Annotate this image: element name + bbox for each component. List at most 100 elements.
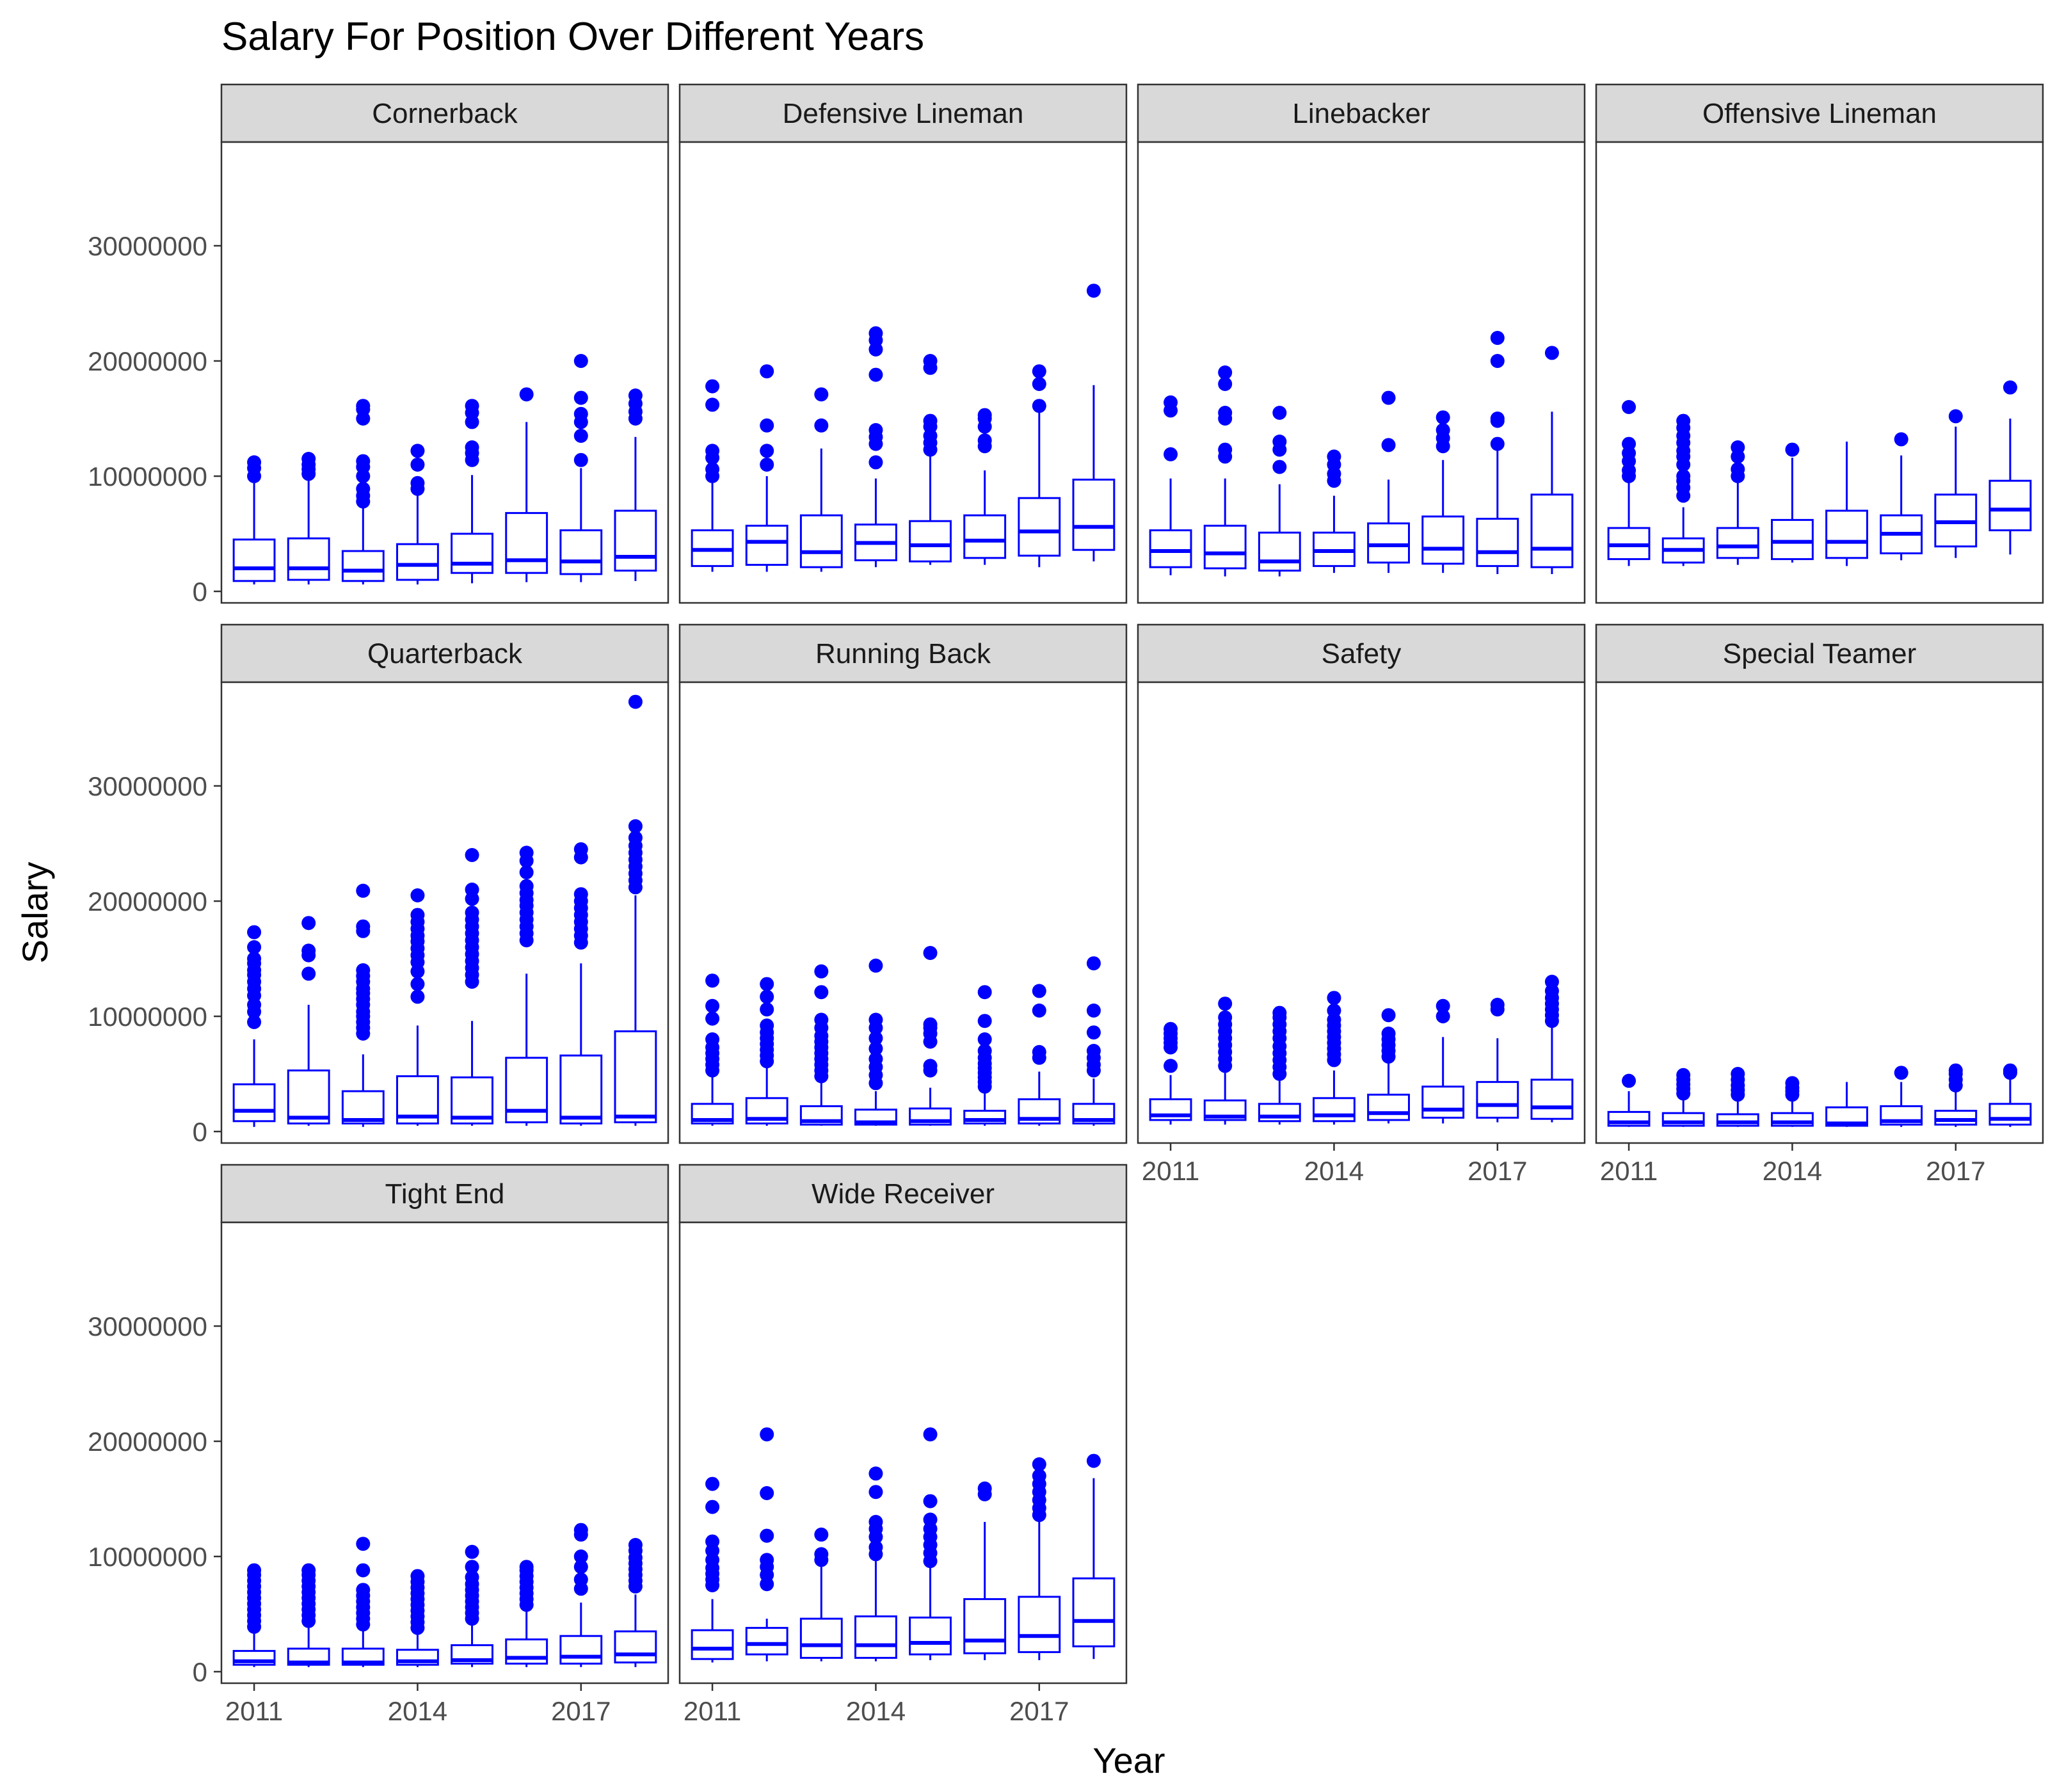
outlier-point <box>247 1563 262 1578</box>
iqr-box <box>1530 493 1574 568</box>
panel-border <box>220 1221 669 1684</box>
box-linebacker-2012 <box>1203 365 1247 577</box>
iqr-box <box>1476 1081 1519 1119</box>
iqr-box <box>559 1054 603 1124</box>
outlier-point <box>923 1017 938 1032</box>
facet-special-teamer: Special Teamer 2011 2014 2017 <box>1595 623 2044 1186</box>
outlier-point <box>247 1015 262 1029</box>
outlier-point <box>760 1486 774 1500</box>
outlier-point <box>1164 395 1178 410</box>
iqr-box <box>1072 1577 1116 1647</box>
box-defensive-lineman-2011 <box>691 379 734 572</box>
outlier-point <box>465 1560 479 1574</box>
outlier-point <box>573 354 588 368</box>
x-tick-label: 2011 <box>1142 1156 1199 1186</box>
box-defensive-lineman-2015 <box>909 354 952 565</box>
iqr-box <box>854 1615 897 1659</box>
outlier-point <box>1032 1457 1046 1471</box>
outlier-point <box>705 1500 720 1514</box>
outlier-point <box>760 364 774 379</box>
box-quarterback-2018 <box>614 694 657 1126</box>
outlier-point <box>705 1534 720 1549</box>
outlier-point <box>410 444 425 458</box>
outlier-point <box>465 848 479 862</box>
outlier-point <box>1086 284 1101 298</box>
outlier-point <box>2003 380 2017 395</box>
outlier-point <box>573 842 588 856</box>
box-cornerback-2014 <box>396 444 439 585</box>
outlier-point <box>814 1547 829 1562</box>
box-running-back-2012 <box>745 977 788 1126</box>
y-tick-label: 0 <box>193 577 207 607</box>
facet-strip-label: Cornerback <box>372 98 518 129</box>
box-running-back-2018 <box>1072 956 1116 1126</box>
facet-strip <box>678 83 1128 143</box>
iqr-box <box>614 1030 657 1124</box>
outlier-point <box>1436 1009 1450 1023</box>
outlier-point <box>868 1540 883 1555</box>
outlier-point <box>356 481 371 496</box>
outlier-point <box>814 1527 829 1542</box>
iqr-box <box>1367 522 1410 564</box>
box-quarterback-2011 <box>232 925 276 1127</box>
outlier-point <box>1622 1073 1636 1088</box>
outlier-point <box>814 387 829 402</box>
outlier-point <box>410 977 425 991</box>
outlier-point <box>705 379 720 394</box>
outlier-point <box>923 1512 938 1527</box>
outlier-point <box>868 958 883 973</box>
panel-background <box>680 682 1126 1143</box>
x-tick-label: 2014 <box>1763 1156 1822 1186</box>
outlier-point <box>519 879 534 893</box>
outlier-point <box>923 1427 938 1442</box>
facet-strip-label: Wide Receiver <box>812 1178 995 1210</box>
box-safety-2016 <box>1421 998 1465 1124</box>
facet-linebacker: Linebacker <box>1137 83 1586 604</box>
iqr-box <box>1476 518 1519 567</box>
box-linebacker-2016 <box>1421 410 1465 573</box>
outlier-point <box>1490 998 1505 1012</box>
facet-quarterback: Quarterback 0 10000000 20000000 30000000 <box>88 623 669 1147</box>
outlier-point <box>760 1528 774 1543</box>
outlier-point <box>301 966 316 981</box>
iqr-box <box>1072 478 1116 551</box>
box-special-teamer-2017 <box>1934 1063 1978 1127</box>
outlier-point <box>1327 991 1341 1005</box>
outlier-point <box>519 387 534 402</box>
x-tick-label: 2017 <box>1468 1156 1527 1186</box>
box-special-teamer-2014 <box>1771 1076 1814 1127</box>
facet-offensive-lineman: Offensive Lineman <box>1595 83 2044 604</box>
outlier-point <box>1381 390 1396 405</box>
outlier-point <box>410 1569 425 1583</box>
outlier-point <box>705 973 720 988</box>
panel-border <box>678 681 1128 1144</box>
outlier-point <box>705 462 720 477</box>
panel-border <box>678 1221 1128 1684</box>
outlier-point <box>247 940 262 954</box>
box-cornerback-2013 <box>341 399 385 585</box>
outlier-point <box>705 1011 720 1026</box>
outlier-point <box>356 883 371 898</box>
iqr-box <box>963 514 1007 559</box>
outlier-point <box>1086 956 1101 971</box>
outlier-point <box>519 865 534 879</box>
outlier-point <box>1731 462 1745 477</box>
outlier-point <box>1032 364 1046 379</box>
box-quarterback-2015 <box>451 848 493 1126</box>
outlier-point <box>1785 442 1800 457</box>
outlier-point <box>1032 1044 1046 1059</box>
outlier-point <box>705 444 720 458</box>
iqr-box <box>963 1598 1007 1654</box>
box-safety-2012 <box>1203 996 1247 1125</box>
iqr-box <box>232 538 276 582</box>
box-running-back-2014 <box>854 958 897 1126</box>
box-cornerback-2015 <box>451 399 493 584</box>
chart-title: Salary For Position Over Different Years <box>221 15 924 59</box>
box-safety-2011 <box>1149 1021 1192 1125</box>
box-linebacker-2013 <box>1258 406 1301 577</box>
iqr-box <box>745 1627 788 1656</box>
outlier-point <box>301 1563 316 1578</box>
outlier-point <box>1218 1010 1233 1025</box>
facet-strip-label: Running Back <box>815 638 991 669</box>
